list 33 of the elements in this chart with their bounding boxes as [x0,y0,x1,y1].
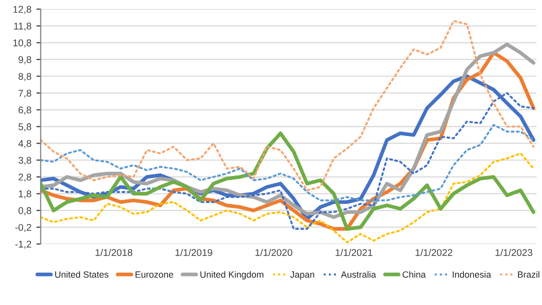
y-tick-label: 10,8 [13,39,32,48]
y-tick-label: 8,8 [18,72,32,82]
legend-label: Japan [290,271,314,280]
legend-label: Eurozone [136,271,174,278]
line-series [40,124,534,202]
legend-label: Brazil [518,271,540,278]
x-tick-label: 1/1/2023 [496,248,532,256]
x-tick-label: 1/1/2018 [96,248,132,256]
y-tick-label: -0,2 [15,224,32,232]
x-tick-label: 1/1/2019 [176,248,212,256]
legend-label: United Kingdom [200,271,264,280]
y-tick-label: 12,8 [13,6,32,14]
y-tick-label: 6,8 [18,106,32,115]
x-tick-label: 1/1/2022 [416,248,452,256]
legend-label: United States [55,271,108,278]
y-tick-label: 1,8 [18,190,32,198]
legend-label: Australia [340,271,376,278]
line-series [40,131,536,231]
y-tick-label: 7,8 [18,90,32,98]
line-series [40,20,534,192]
y-tick-label: 2,8 [18,174,32,182]
line-series [40,152,534,244]
x-tick-label: 1/1/2020 [256,248,292,256]
y-tick-label: -1,2 [15,240,32,249]
x-tick-label: 1/1/2021 [336,248,372,256]
y-tick-label: 4,8 [18,140,32,148]
y-tick-label: 11,8 [14,22,32,31]
y-tick-label: 0,8 [18,207,32,216]
y-tick-label: 3,8 [18,156,32,165]
y-tick-label: 9,8 [18,56,32,64]
legend-label: Indonesia [452,271,492,278]
y-tick-label: 5,8 [18,123,32,132]
legend-label: China [402,271,426,278]
